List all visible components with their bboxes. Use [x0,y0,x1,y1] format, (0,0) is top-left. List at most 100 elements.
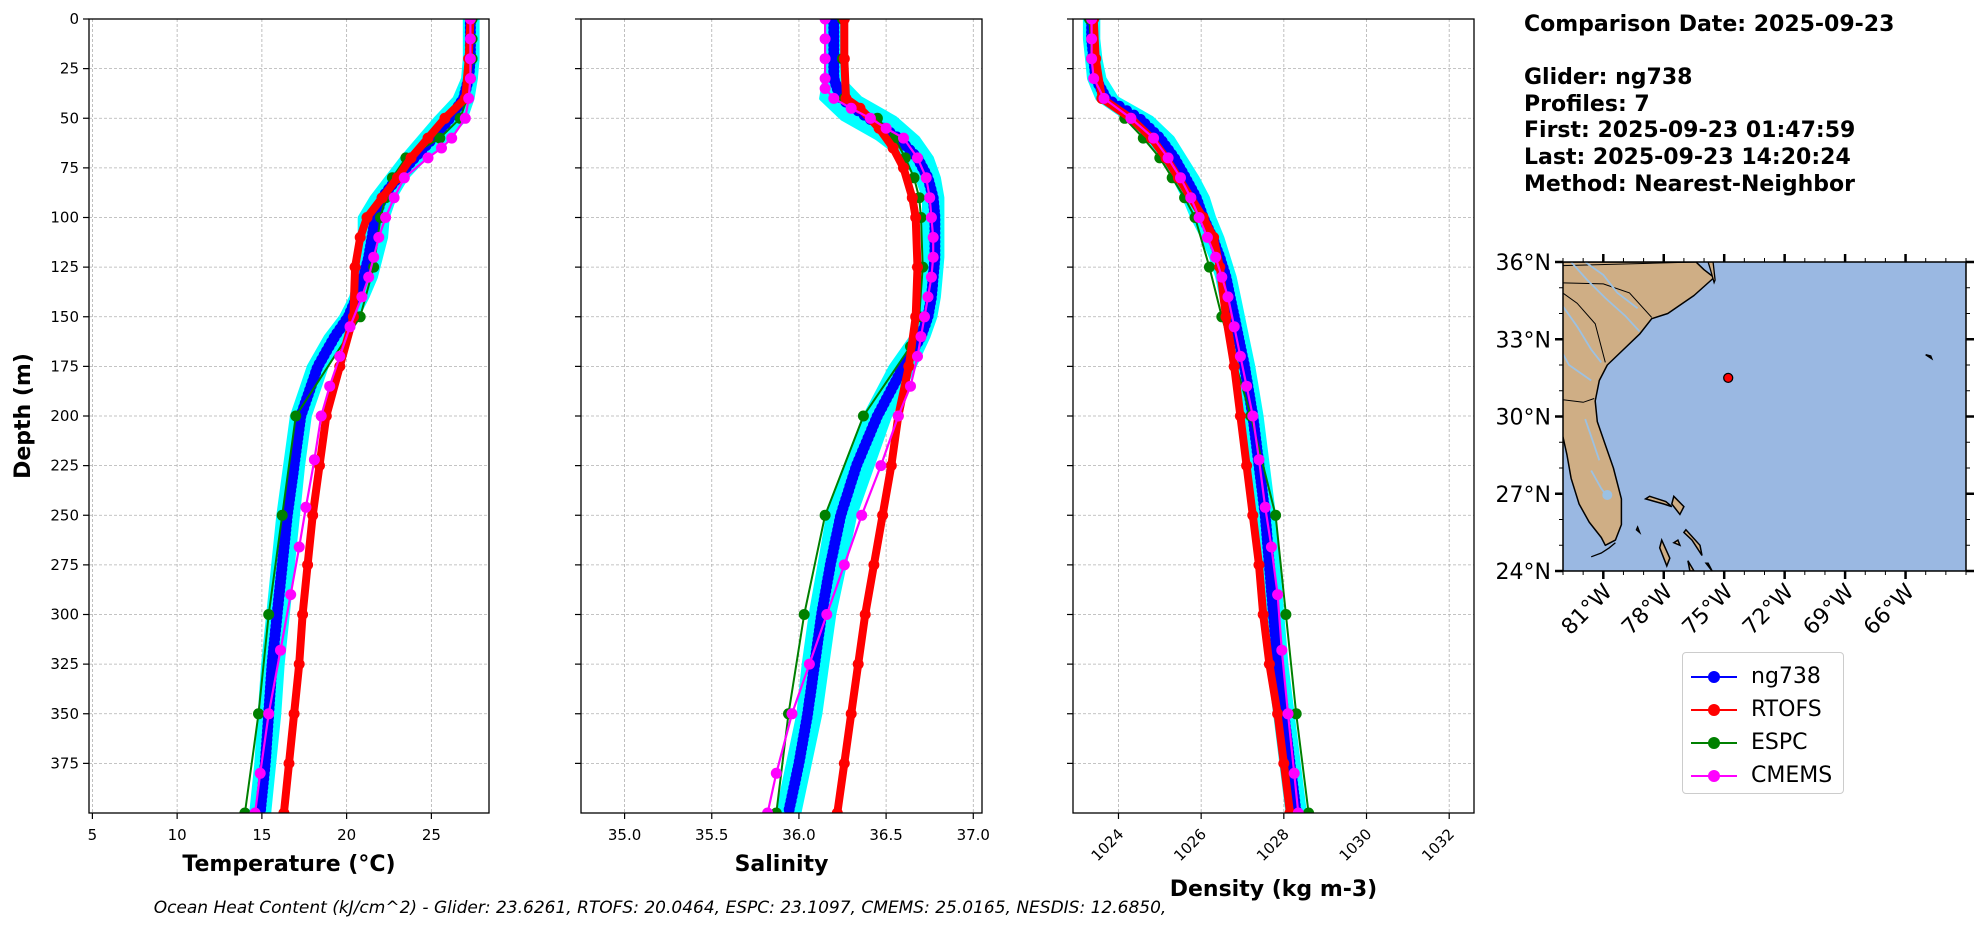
plot-area [762,19,945,813]
data-point-rtofs [838,53,850,65]
data-point-cmems [920,172,932,184]
data-point-rtofs [1263,658,1275,670]
x-tick-label: 37.0 [957,826,990,844]
data-point-cmems [436,142,447,154]
glider-location-map: 36°N 33°N 30°N 27°N 24°N81°W 78°W 75°W 72°W 69°W… [1496,251,1974,640]
data-point-rtofs [852,658,864,670]
data-point-cmems [368,251,380,263]
data-point-cmems [856,509,868,521]
data-point-cmems [398,172,410,184]
series-line-cmems [254,19,472,813]
data-point-rtofs [838,19,850,25]
data-point-rtofs [877,509,889,521]
data-point-cmems [1222,291,1234,303]
data-point-cmems [275,644,286,656]
island [1670,494,1685,516]
island [1658,537,1671,568]
x-axis-label: Density (kg m-3) [1170,877,1378,902]
ocean-heat-content-caption: Ocean Heat Content (kJ/cm^2) - Glider: 2… [153,898,1167,918]
data-point-rtofs [910,212,922,223]
data-point-cmems [464,53,476,65]
x-axis-label: Salinity [735,852,829,877]
river [1584,418,1601,461]
lake-okeechobee [1602,490,1613,500]
y-tick-label: 75 [60,159,79,177]
y-tick-label: 225 [50,457,79,475]
river [1563,352,1592,382]
data-point-espc [253,708,264,720]
series-line-rtofs [279,19,475,813]
data-point-espc [263,609,275,620]
data-point-rtofs [354,231,366,243]
map-lon-label: 72°W [1738,579,1799,640]
data-point-cmems [1201,231,1213,243]
data-point-espc [798,609,810,620]
legend: ng738 RTOFS ESPC CMEMS [1682,652,1844,794]
data-point-espc [1203,261,1215,273]
data-point-cmems [1210,251,1222,263]
data-point-cmems [845,102,857,114]
map-lat-label: 30°N [1496,406,1551,431]
data-point-cmems [925,212,937,223]
map-lon-label: 75°W [1678,579,1739,640]
data-point-cmems [363,271,375,283]
data-point-rtofs [840,92,852,104]
data-point-cmems [308,454,320,466]
data-point-cmems [249,807,261,813]
glider-name: Glider: ng738 [1524,65,1693,91]
series-cmems [762,19,939,813]
data-point-cmems [1162,152,1174,164]
data-point-rtofs [302,559,314,571]
data-point-rtofs [293,658,305,670]
data-point-cmems [464,19,476,25]
data-point-rtofs [297,609,309,620]
legend-swatch [1691,670,1737,684]
data-point-cmems [819,83,831,94]
data-point-rtofs [859,609,871,620]
data-point-cmems [1125,112,1137,124]
data-point-cmems [463,92,475,104]
data-point-espc [857,410,869,422]
map-area [1563,262,1966,571]
data-point-cmems [315,410,327,422]
data-point-rtofs [912,261,923,273]
x-tick-label: 1026 [1170,825,1210,865]
data-point-cmems [898,132,909,144]
x-tick-label: 1028 [1253,825,1293,865]
y-tick-label: 200 [50,407,79,425]
data-point-cmems [373,231,385,243]
data-point-espc [290,410,302,422]
data-point-cmems [380,212,392,223]
data-point-cmems [770,767,782,779]
data-point-rtofs [903,360,915,372]
data-point-cmems [1088,73,1100,84]
x-tick-label: 1032 [1418,825,1458,865]
x-tick-label: 35.5 [695,826,728,844]
data-point-cmems [1175,172,1186,184]
data-point-cmems [1185,192,1197,204]
plot-area [239,19,480,813]
info-block: Comparison Date: 2025-09-23 Glider: ng73… [1524,12,1894,198]
data-point-cmems [1193,212,1205,223]
data-point-ng738 [783,803,795,813]
legend-label: ng738 [1751,664,1821,689]
data-point-cmems [1241,380,1253,392]
x-tick-label: 15 [252,826,271,844]
map-lat-label: 36°N [1496,251,1551,276]
data-point-rtofs [838,757,850,769]
last-profile-time: Last: 2025-09-23 14:20:24 [1524,144,1851,170]
state-border [1563,292,1606,363]
data-point-cmems [864,112,876,124]
data-point-rtofs [1228,360,1240,372]
state-border [1563,282,1653,318]
salinity-profile-panel: 35.0 35.5 36.0 36.5 37.0 Salinity [575,18,990,877]
data-point-cmems [464,33,476,45]
map-lon-label: 81°W [1557,579,1618,640]
series-cmems [1086,19,1304,813]
x-axis-label: Temperature (°C) [182,852,395,877]
data-point-espc [276,509,288,521]
data-point-espc [1270,509,1282,521]
y-tick-label: 125 [50,258,79,276]
data-point-cmems [875,460,887,472]
